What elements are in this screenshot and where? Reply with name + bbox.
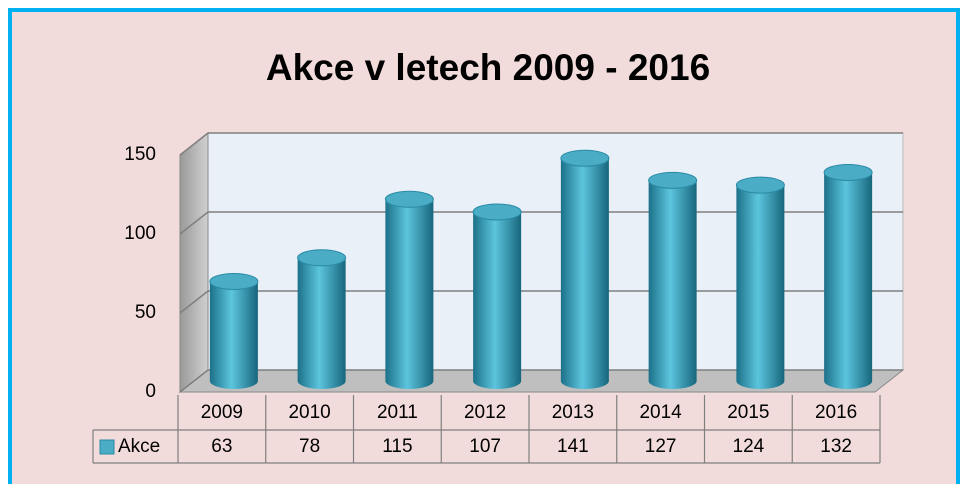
- bar-top: [209, 272, 259, 290]
- bar-top: [735, 176, 785, 194]
- bar-top: [560, 149, 610, 167]
- table-value: 141: [557, 436, 589, 457]
- x-tick-label: 2011: [377, 402, 418, 423]
- bar: [648, 171, 698, 389]
- legend-label: Akce: [118, 436, 160, 457]
- bar-body: [297, 257, 346, 389]
- table-value: 124: [733, 436, 765, 457]
- x-tick-label: 2014: [639, 402, 682, 423]
- side-wall: [179, 131, 209, 394]
- bar-body: [736, 185, 785, 389]
- x-tick-label: 2010: [288, 402, 330, 423]
- bar-top: [384, 190, 434, 208]
- x-tick-label: 2012: [464, 402, 506, 423]
- table-value: 78: [299, 436, 320, 457]
- bar-top: [648, 171, 698, 189]
- table-value: 132: [820, 436, 852, 457]
- bar-top: [823, 163, 873, 181]
- table-value: 115: [382, 436, 412, 457]
- bar-body: [209, 281, 258, 389]
- table-value: 107: [469, 436, 501, 457]
- data-table: 2009 63 2010 78 2011 115 2012 107 2013 141 2014 127…: [92, 395, 881, 464]
- x-tick-label: 2016: [815, 402, 857, 423]
- legend-swatch: [99, 439, 115, 455]
- bar: [472, 203, 522, 389]
- y-tick-label: 50: [135, 302, 156, 323]
- bar: [209, 272, 259, 389]
- y-tick-label: 100: [124, 223, 156, 244]
- bar: [823, 163, 873, 389]
- bar: [560, 149, 610, 389]
- table-value: 63: [211, 436, 232, 457]
- bar-body: [824, 172, 873, 389]
- bar-body: [473, 211, 522, 389]
- bar-top: [472, 203, 522, 221]
- bar: [297, 249, 347, 389]
- x-tick-label: 2013: [552, 402, 594, 423]
- bar-body: [648, 180, 697, 389]
- chart-title: Akce v letech 2009 - 2016: [266, 47, 710, 88]
- y-tick-label: 0: [145, 381, 156, 402]
- bar-top: [297, 249, 347, 267]
- table-value: 127: [645, 436, 677, 457]
- x-tick-label: 2015: [727, 402, 769, 423]
- bar: [384, 190, 434, 389]
- bar-body: [560, 158, 609, 389]
- bars: [209, 149, 873, 389]
- grid-line: [179, 132, 903, 156]
- bar: [735, 176, 785, 389]
- x-tick-label: 2009: [201, 402, 243, 423]
- floor: [178, 369, 905, 393]
- y-tick-label: 150: [124, 144, 156, 165]
- bar-body: [385, 199, 434, 389]
